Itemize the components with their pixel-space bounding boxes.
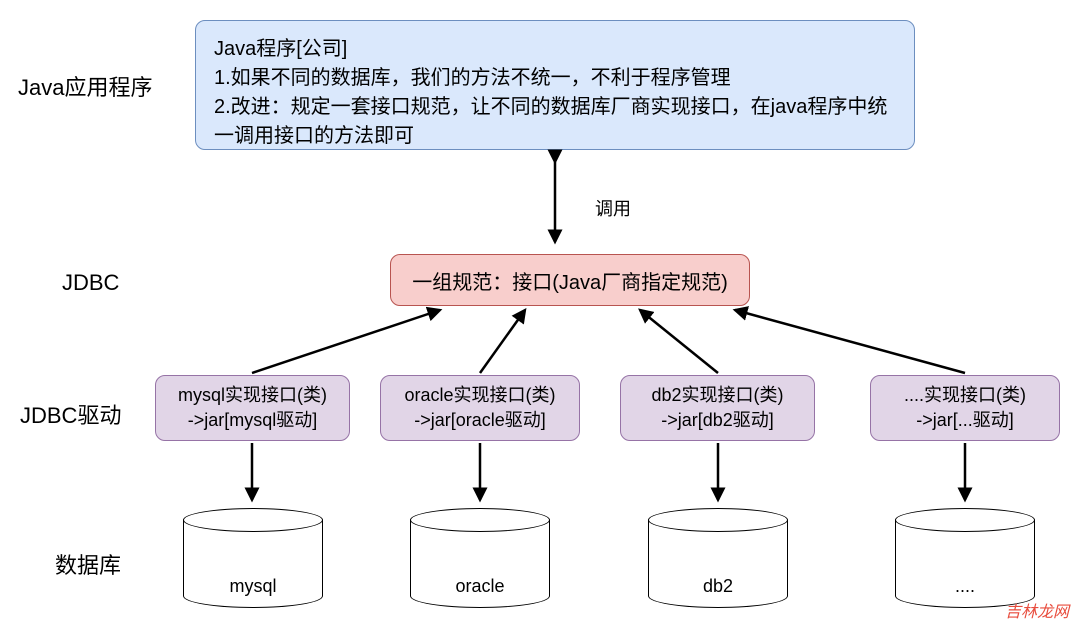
watermark: 吉林龙网: [1005, 598, 1069, 622]
app-line3: 2.改进：规定一套接口规范，让不同的数据库厂商实现接口，在java程序中统一调用…: [214, 96, 887, 147]
node-db-other: ....: [895, 508, 1035, 608]
row-label-db: 数据库: [55, 548, 121, 580]
driver-1-l1: oracle实现接口(类): [404, 385, 555, 405]
db-3-label: ....: [955, 576, 975, 597]
row-label-driver: JDBC驱动: [20, 398, 121, 430]
driver-0-l1: mysql实现接口(类): [178, 385, 327, 405]
driver-1-l2: ->jar[oracle驱动]: [414, 410, 546, 430]
driver-0-l2: ->jar[mysql驱动]: [188, 410, 318, 430]
node-driver-mysql: mysql实现接口(类) ->jar[mysql驱动]: [155, 375, 350, 441]
node-jdbc: 一组规范：接口(Java厂商指定规范): [390, 254, 750, 306]
node-db-mysql: mysql: [183, 508, 323, 608]
row-label-jdbc: JDBC: [62, 270, 119, 296]
node-driver-other: ....实现接口(类) ->jar[...驱动]: [870, 375, 1060, 441]
driver-3-l2: ->jar[...驱动]: [916, 410, 1014, 430]
app-line2: 1.如果不同的数据库，我们的方法不统一，不利于程序管理: [214, 67, 731, 89]
driver-3-l1: ....实现接口(类): [904, 385, 1026, 405]
driver-2-l1: db2实现接口(类): [651, 385, 783, 405]
db-2-label: db2: [703, 576, 733, 597]
edge-label-call: 调用: [595, 195, 631, 221]
db-0-label: mysql: [229, 576, 276, 597]
jdbc-text: 一组规范：接口(Java厂商指定规范): [412, 266, 728, 295]
row-label-app: Java应用程序: [18, 70, 152, 102]
driver-2-l2: ->jar[db2驱动]: [661, 410, 774, 430]
db-1-label: oracle: [455, 576, 504, 597]
node-driver-db2: db2实现接口(类) ->jar[db2驱动]: [620, 375, 815, 441]
node-driver-oracle: oracle实现接口(类) ->jar[oracle驱动]: [380, 375, 580, 441]
node-db-db2: db2: [648, 508, 788, 608]
app-line1: Java程序[公司]: [214, 38, 347, 60]
node-java-app: Java程序[公司] 1.如果不同的数据库，我们的方法不统一，不利于程序管理 2…: [195, 20, 915, 150]
node-db-oracle: oracle: [410, 508, 550, 608]
